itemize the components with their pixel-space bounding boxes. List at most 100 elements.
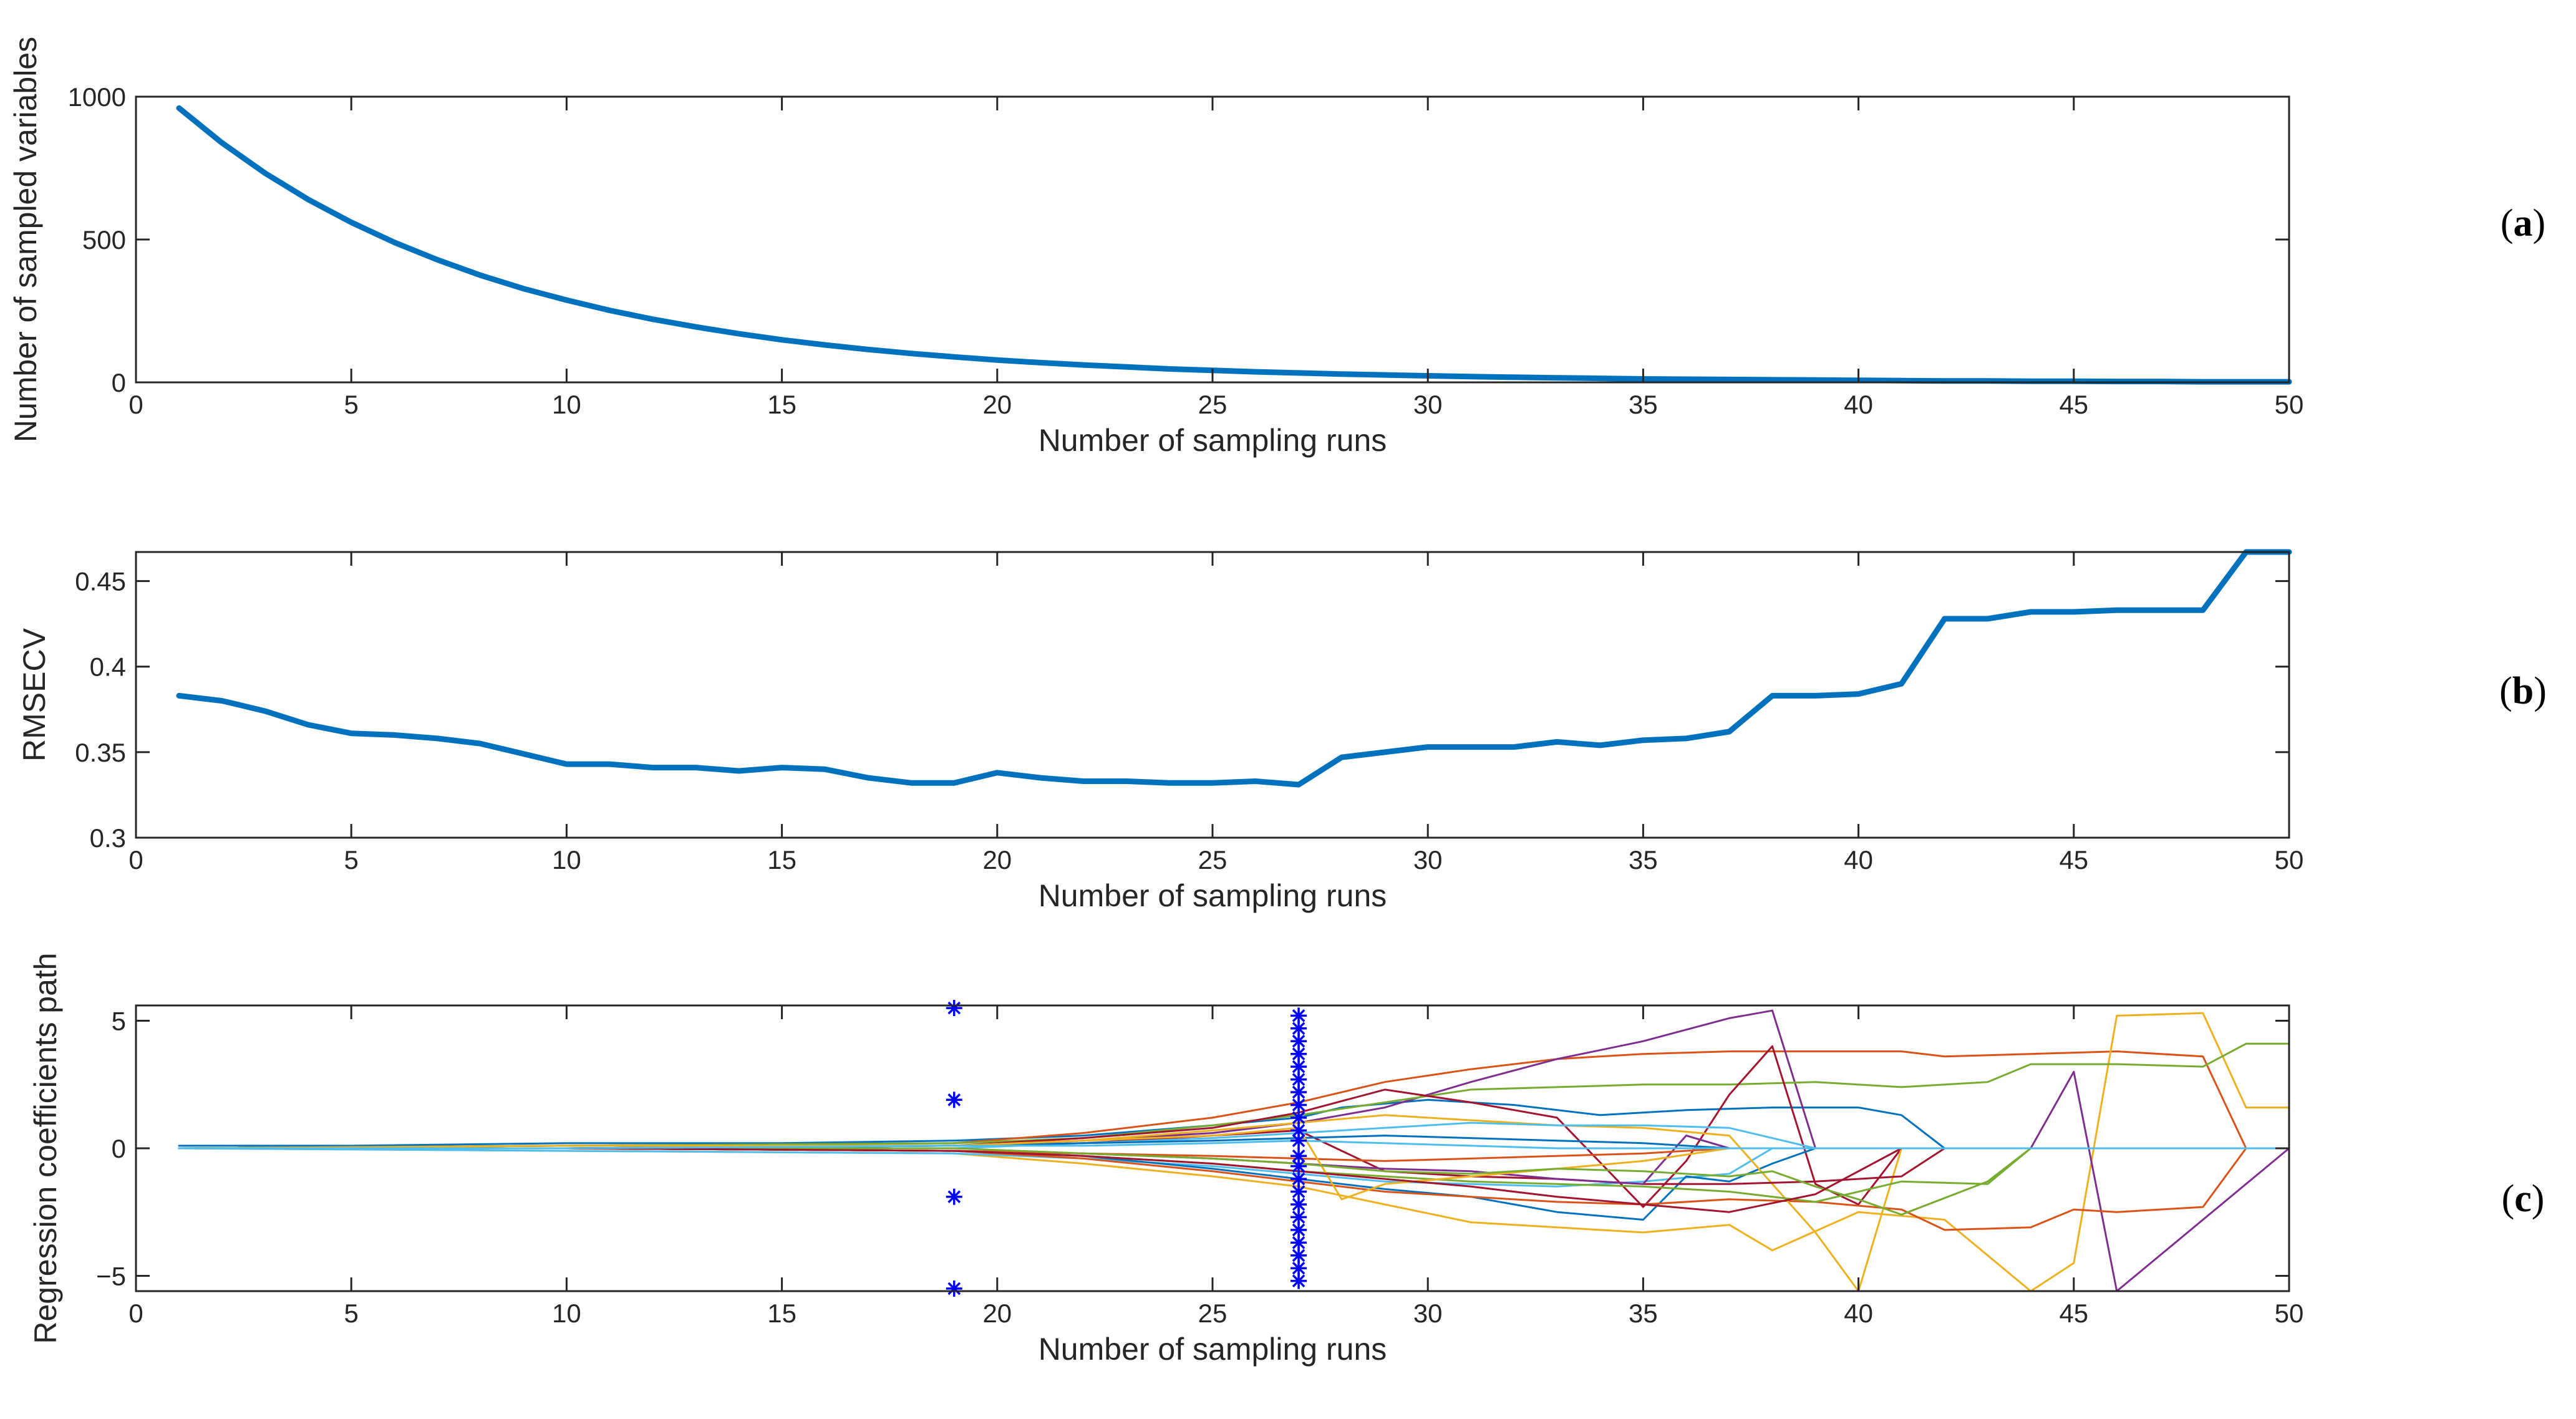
panel-c-series-line-1 xyxy=(178,1098,2290,1150)
panel-b-x-tick-label: 45 xyxy=(2059,845,2088,874)
panel-a-frame xyxy=(135,95,2290,384)
asterisk-stroke xyxy=(1292,1098,1305,1111)
panel-b-letter: b xyxy=(2512,670,2534,712)
panel-a-y-tick-label: 0 xyxy=(112,368,126,397)
asterisk-stroke xyxy=(1292,1236,1305,1249)
asterisk-stroke xyxy=(1292,1185,1305,1198)
panel-a-y-ticks: 0 500 1000 xyxy=(68,82,2289,397)
panel-c-asterisk-marker xyxy=(1290,1183,1307,1200)
panel-c-x-tick-label: 35 xyxy=(1629,1299,1658,1328)
asterisk-stroke xyxy=(1292,1134,1305,1148)
panel-c-frame-outline xyxy=(135,1004,2290,1292)
panel-c-y-ticks: −5 0 5 xyxy=(96,1007,2289,1291)
panel-c-y-tick-label: 0 xyxy=(112,1134,126,1163)
panel-b-series-line-1 xyxy=(176,549,2292,788)
panel-b-series xyxy=(176,549,2292,788)
asterisk-stroke xyxy=(1292,1223,1305,1237)
panel-a-chart: 0 5 10 15 20 25 30 35 40 45 50 0 500 1000 Number of … xyxy=(8,37,2545,458)
asterisk-stroke xyxy=(947,1001,961,1015)
panel-a-label: (a) xyxy=(2501,202,2545,245)
panel-c-x-tick-label: 50 xyxy=(2275,1299,2304,1328)
asterisk-stroke xyxy=(1292,1047,1305,1061)
panel-c-x-tick-label: 15 xyxy=(767,1299,797,1328)
panel-a-series-line-1 xyxy=(176,105,2292,385)
panel-c-asterisk-marker xyxy=(1290,1260,1307,1277)
asterisk-stroke xyxy=(947,1282,961,1296)
panel-c-chart: 0 5 10 15 20 25 30 35 40 45 50 −505 Number of samp… xyxy=(28,952,2544,1367)
asterisk-stroke xyxy=(1292,1124,1305,1137)
panel-b-y-tick-label: 0.45 xyxy=(75,567,126,596)
panel-a-x-tick-label: 5 xyxy=(344,390,359,419)
panel-a-x-tick-label: 25 xyxy=(1198,390,1227,419)
panel-c-series-line-3 xyxy=(178,1012,2290,1292)
panel-b-chart: 0 5 10 15 20 25 30 35 40 45 50 0.3 0.35 0.4 0.45 Numb… xyxy=(17,549,2547,913)
panel-a-x-tick-label: 35 xyxy=(1629,390,1658,419)
asterisk-stroke xyxy=(1292,1261,1305,1275)
asterisk-stroke xyxy=(1292,1249,1305,1262)
panel-c-asterisk-marker xyxy=(946,1188,962,1205)
panel-b-x-tick-label: 5 xyxy=(344,845,359,874)
panel-a-x-ticks: 0 5 10 15 20 25 30 35 40 45 50 xyxy=(128,97,2303,419)
panel-c-markers xyxy=(946,1000,1307,1297)
panel-c-x-tick-label: 25 xyxy=(1198,1299,1227,1328)
panel-a-y-axis-label: Number of sampled variables xyxy=(8,37,43,442)
panel-c-x-tick-label: 40 xyxy=(1844,1299,1873,1328)
panel-c-x-tick-label: 20 xyxy=(982,1299,1012,1328)
panel-c-series-line-9 xyxy=(178,1147,2290,1231)
asterisk-stroke xyxy=(1292,1172,1305,1186)
panel-b-y-tick-label: 0.35 xyxy=(75,738,126,767)
panel-c-x-axis-label: Number of sampling runs xyxy=(1039,1332,1387,1367)
panel-a-y-tick-label: 500 xyxy=(82,225,126,254)
panel-b-frame xyxy=(135,551,2290,839)
asterisk-stroke xyxy=(1292,1009,1305,1022)
panel-c-series xyxy=(178,1009,2290,1292)
panel-b-y-tick-label: 0.4 xyxy=(90,652,126,682)
asterisk-stroke xyxy=(1292,1160,1305,1173)
panel-c-asterisk-marker xyxy=(1290,1007,1307,1024)
asterisk-stroke xyxy=(1292,1034,1305,1048)
asterisk-stroke xyxy=(1292,1274,1305,1287)
panel-c-letter: c xyxy=(2514,1178,2532,1220)
panel-c-asterisk-marker xyxy=(1290,1058,1307,1075)
panel-a-x-axis-label: Number of sampling runs xyxy=(1039,423,1387,458)
panel-a-x-tick-label: 0 xyxy=(128,390,143,419)
panel-a-x-tick-label: 50 xyxy=(2275,390,2304,419)
panel-c-asterisk-marker xyxy=(1290,1234,1307,1251)
panel-a-x-tick-label: 10 xyxy=(552,390,581,419)
panel-b-y-axis-label: RMSECV xyxy=(17,627,52,762)
panel-c-x-tick-label: 0 xyxy=(128,1299,143,1328)
panel-a-y-tick-label: 1000 xyxy=(68,82,126,112)
panel-c-series-line-18 xyxy=(178,1147,2290,1216)
panel-b-frame-outline xyxy=(135,551,2290,839)
panel-c-label: (c) xyxy=(2502,1178,2545,1220)
panel-b-x-tick-label: 15 xyxy=(767,845,797,874)
panel-c-y-tick-label: −5 xyxy=(96,1261,126,1291)
asterisk-stroke xyxy=(1292,1073,1305,1086)
panel-c-x-tick-label: 30 xyxy=(1413,1299,1443,1328)
asterisk-stroke xyxy=(1292,1111,1305,1125)
panel-b-x-ticks: 0 5 10 15 20 25 30 35 40 45 50 xyxy=(128,552,2303,874)
panel-b-label: (b) xyxy=(2499,670,2547,712)
panel-a-frame-outline xyxy=(135,95,2290,384)
asterisk-stroke xyxy=(1292,1060,1305,1073)
asterisk-stroke xyxy=(947,1093,961,1107)
asterisk-stroke xyxy=(1292,1198,1305,1211)
asterisk-stroke xyxy=(1292,1085,1305,1099)
panel-b-x-tick-label: 20 xyxy=(982,845,1012,874)
panel-a-letter: a xyxy=(2514,202,2533,245)
panel-a-x-tick-label: 15 xyxy=(767,390,797,419)
panel-a-x-tick-label: 40 xyxy=(1844,390,1873,419)
panel-b-x-tick-label: 35 xyxy=(1629,845,1658,874)
panel-c-x-tick-label: 5 xyxy=(344,1299,359,1328)
panel-b-x-tick-label: 10 xyxy=(552,845,581,874)
asterisk-stroke xyxy=(1292,1211,1305,1224)
panel-c-asterisk-marker xyxy=(1290,1221,1307,1238)
panel-c-asterisk-marker xyxy=(946,1000,962,1017)
panel-c-y-axis-label: Regression coefficients path xyxy=(28,952,63,1344)
panel-b-x-axis-label: Number of sampling runs xyxy=(1039,878,1387,913)
panel-b-x-tick-label: 50 xyxy=(2275,845,2304,874)
asterisk-stroke xyxy=(1292,1022,1305,1035)
panel-b-x-tick-label: 0 xyxy=(128,845,143,874)
panel-a-x-tick-label: 20 xyxy=(982,390,1012,419)
